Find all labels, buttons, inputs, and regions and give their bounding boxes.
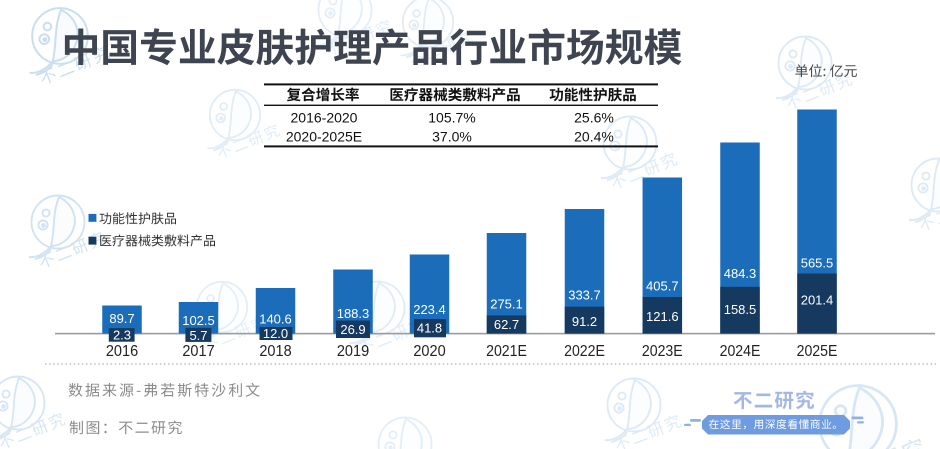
svg-text:201.4: 201.4: [801, 293, 834, 308]
svg-text:158.5: 158.5: [724, 302, 757, 317]
svg-text:2016: 2016: [106, 343, 138, 360]
svg-text:5.7: 5.7: [189, 328, 207, 343]
svg-text:188.3: 188.3: [337, 306, 370, 321]
svg-text:140.6: 140.6: [259, 312, 292, 327]
svg-text:89.7: 89.7: [109, 311, 134, 326]
svg-text:2025E: 2025E: [797, 343, 838, 360]
svg-text:565.5: 565.5: [801, 255, 834, 270]
svg-text:26.9: 26.9: [340, 322, 365, 337]
svg-text:121.6: 121.6: [646, 309, 679, 324]
svg-text:25.6%: 25.6%: [574, 109, 614, 125]
svg-text:2020-2025E: 2020-2025E: [286, 128, 362, 144]
svg-text:20.4%: 20.4%: [574, 128, 614, 144]
svg-text:102.5: 102.5: [182, 313, 215, 328]
svg-text:12.0: 12.0: [263, 326, 288, 341]
svg-text:275.1: 275.1: [490, 297, 523, 312]
svg-text:105.7%: 105.7%: [428, 109, 475, 125]
svg-text:2024E: 2024E: [720, 343, 761, 360]
svg-text:41.8: 41.8: [417, 321, 442, 336]
svg-text:2017: 2017: [182, 343, 214, 360]
svg-text:2023E: 2023E: [642, 343, 683, 360]
svg-text:2021E: 2021E: [486, 343, 527, 360]
svg-text:223.4: 223.4: [413, 302, 446, 317]
svg-text:405.7: 405.7: [646, 279, 679, 294]
svg-text:333.7: 333.7: [568, 288, 601, 303]
svg-text:2016-2020: 2016-2020: [291, 109, 358, 125]
svg-text:2022E: 2022E: [564, 343, 605, 360]
svg-text:62.7: 62.7: [494, 317, 519, 332]
svg-text:484.3: 484.3: [724, 266, 757, 281]
svg-text:91.2: 91.2: [572, 314, 597, 329]
svg-text:2018: 2018: [259, 343, 291, 360]
svg-text:37.0%: 37.0%: [432, 128, 472, 144]
svg-text:2019: 2019: [337, 343, 369, 360]
svg-text:2.3: 2.3: [113, 328, 131, 343]
svg-text:2020: 2020: [413, 343, 445, 360]
